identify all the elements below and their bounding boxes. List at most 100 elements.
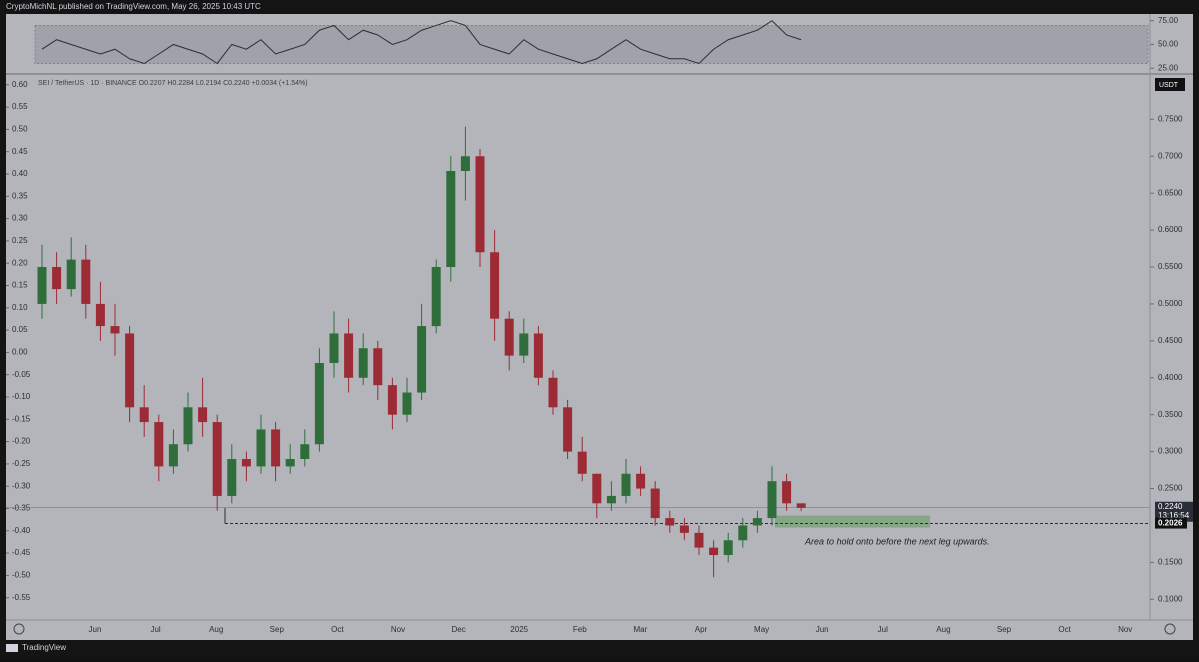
rsi-band <box>34 24 1149 64</box>
y2-tick-label: 0.45 <box>12 147 28 156</box>
y-tick-label: 0.3500 <box>1158 410 1183 419</box>
candle-body <box>168 444 178 467</box>
candle-body <box>271 429 281 467</box>
x-tick-label: Jul <box>878 625 888 634</box>
y2-tick-label: -0.05 <box>12 370 31 379</box>
y-tick-label: 0.3000 <box>1158 447 1183 456</box>
candle-body <box>490 252 500 319</box>
chart-bg <box>6 14 1193 640</box>
candle-body <box>387 385 397 415</box>
y-tick-label: 0.1000 <box>1158 594 1183 603</box>
x-tick-label: Aug <box>209 625 223 634</box>
candle-body <box>198 407 208 423</box>
candle-body <box>577 451 587 474</box>
candle-body <box>504 318 514 356</box>
x-tick-label: 2025 <box>510 625 528 634</box>
y2-tick-label: 0.10 <box>12 303 28 312</box>
settings-icon[interactable] <box>1164 623 1176 635</box>
candle-body <box>621 473 631 496</box>
rsi-tick-label: 50.00 <box>1158 40 1179 49</box>
candle-body <box>256 429 266 467</box>
y2-tick-label: -0.45 <box>12 548 31 557</box>
candle-body <box>767 481 777 519</box>
currency: USDT <box>1159 82 1179 89</box>
x-tick-label: Nov <box>391 625 405 634</box>
candle-body <box>650 488 660 519</box>
y2-tick-label: 0.00 <box>12 348 28 357</box>
candle-body <box>679 525 689 533</box>
candle-body <box>95 303 105 327</box>
candle-body <box>227 459 237 496</box>
support-badge <box>1155 517 1187 529</box>
last-price-label: 0.2240 <box>1158 502 1183 511</box>
x-tick-label: Jun <box>89 625 102 634</box>
candle-body <box>738 525 748 541</box>
x-tick-label: Sep <box>997 625 1012 634</box>
x-tick-label: May <box>754 625 769 634</box>
rsi-tick-label: 25.00 <box>1158 63 1179 72</box>
candle-body <box>446 171 456 268</box>
x-tick-label: Dec <box>451 625 465 634</box>
y2-tick-label: 0.40 <box>12 169 28 178</box>
annotation: Area to hold onto before the next leg up… <box>804 536 990 546</box>
x-tick-label: Feb <box>573 625 587 634</box>
y2-tick-label: 0.55 <box>12 102 28 111</box>
y2-tick-label: 0.05 <box>12 325 28 334</box>
y2-tick-label: 0.25 <box>12 236 28 245</box>
candle-body <box>37 267 47 304</box>
y2-tick-label: 0.30 <box>12 214 28 223</box>
candle-body <box>460 156 470 172</box>
rsi-tick-label: 75.00 <box>1158 16 1179 25</box>
x-tick-label: Sep <box>270 625 285 634</box>
candle-body <box>358 348 368 378</box>
candle-body <box>782 481 792 504</box>
candle-body <box>417 326 427 393</box>
y2-tick-label: 0.20 <box>12 258 28 267</box>
candle-body <box>533 333 543 378</box>
footer-brand: TradingView <box>22 643 66 652</box>
candle-body <box>314 363 324 445</box>
candle-body <box>709 547 719 556</box>
y2-tick-label: 0.60 <box>12 80 28 89</box>
candle-body <box>694 532 704 548</box>
candle-body <box>110 326 120 334</box>
candle-body <box>344 333 354 378</box>
candle-body <box>563 407 573 452</box>
y2-tick-label: -0.30 <box>12 481 31 490</box>
y2-tick-label: -0.35 <box>12 504 31 513</box>
x-tick-label: Mar <box>634 625 648 634</box>
candle-body <box>431 267 441 327</box>
candle-body <box>285 459 295 467</box>
y-tick-label: 0.1500 <box>1158 558 1183 567</box>
x-tick-label: Jun <box>816 625 829 634</box>
y2-tick-label: -0.55 <box>12 593 31 602</box>
candle-body <box>139 407 149 423</box>
y-tick-label: 0.6500 <box>1158 188 1183 197</box>
candle-body <box>373 348 383 386</box>
y-tick-label: 0.6000 <box>1158 225 1183 234</box>
x-tick-label: Jul <box>150 625 160 634</box>
y2-tick-label: 0.35 <box>12 191 28 200</box>
y2-tick-label: -0.20 <box>12 437 31 446</box>
y2-tick-label: 0.50 <box>12 125 28 134</box>
candle-body <box>81 259 91 304</box>
last-price-badge <box>1155 501 1193 522</box>
x-tick-label: Oct <box>1058 625 1071 634</box>
candle-body <box>665 518 675 526</box>
y-tick-label: 0.7500 <box>1158 114 1183 123</box>
candle-body <box>52 267 62 290</box>
candle-body <box>241 459 251 467</box>
x-tick-label: Nov <box>1118 625 1132 634</box>
candle-body <box>183 407 193 445</box>
candle-body <box>606 495 616 504</box>
candle-body <box>402 392 412 415</box>
currency-badge <box>1155 78 1185 91</box>
y2-tick-label: -0.40 <box>12 526 31 535</box>
y2-tick-label: -0.50 <box>12 571 31 580</box>
candle-body <box>548 377 558 408</box>
y-tick-label: 0.4500 <box>1158 336 1183 345</box>
candle-body <box>212 422 222 496</box>
settings-icon[interactable] <box>13 623 25 635</box>
y-tick-label: 0.2500 <box>1158 484 1183 493</box>
